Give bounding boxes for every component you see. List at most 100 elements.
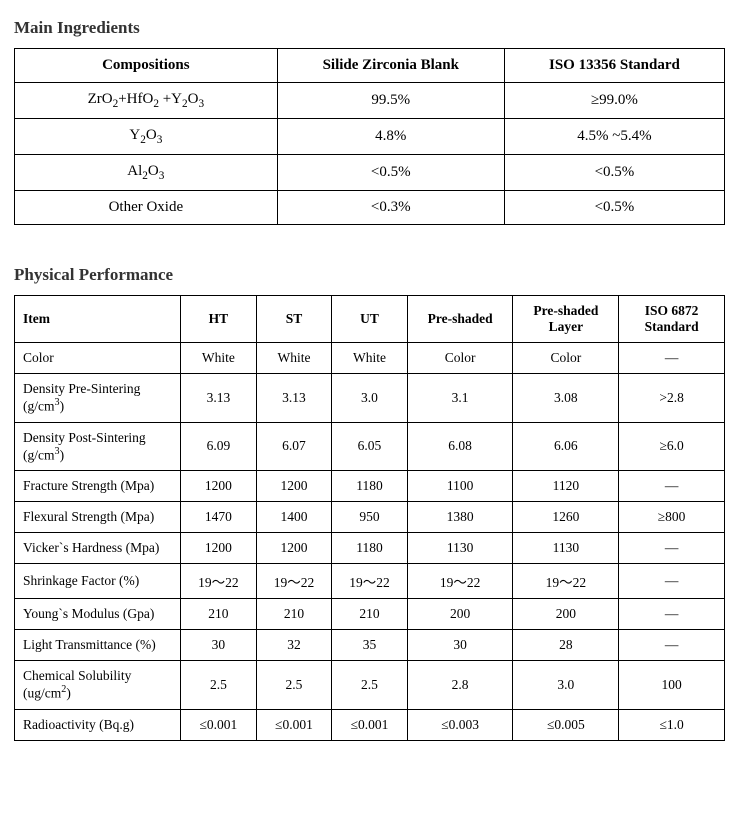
cell-item: Radioactivity (Bq.g) xyxy=(15,709,181,740)
col-preshaded-layer: Pre-shaded Layer xyxy=(513,296,619,343)
cell-silide: <0.3% xyxy=(277,191,504,225)
table-row: Al2O3<0.5%<0.5% xyxy=(15,155,725,191)
cell-ut: ≤0.001 xyxy=(332,709,408,740)
cell-iso: ≤1.0 xyxy=(619,709,725,740)
cell-silide: 99.5% xyxy=(277,83,504,119)
cell-ps: 6.08 xyxy=(407,422,513,471)
table-row: Young`s Modulus (Gpa)210210210200200— xyxy=(15,599,725,630)
cell-ps: 1100 xyxy=(407,471,513,502)
cell-st: 1200 xyxy=(256,471,332,502)
cell-ps: ≤0.003 xyxy=(407,709,513,740)
cell-item: Young`s Modulus (Gpa) xyxy=(15,599,181,630)
cell-iso: ≥99.0% xyxy=(504,83,724,119)
cell-ut: 6.05 xyxy=(332,422,408,471)
cell-ut: 35 xyxy=(332,630,408,661)
table-row: Fracture Strength (Mpa)12001200118011001… xyxy=(15,471,725,502)
cell-psl: 28 xyxy=(513,630,619,661)
cell-iso: ≥6.0 xyxy=(619,422,725,471)
cell-composition: Al2O3 xyxy=(15,155,278,191)
cell-silide: <0.5% xyxy=(277,155,504,191)
cell-psl: 3.0 xyxy=(513,661,619,710)
table-row: Flexural Strength (Mpa)14701400950138012… xyxy=(15,502,725,533)
cell-psl: 200 xyxy=(513,599,619,630)
cell-ht: 1200 xyxy=(181,471,257,502)
table-row: Shrinkage Factor (%)19～2219～2219～2219～22… xyxy=(15,564,725,599)
ingredients-table: Compositions Silide Zirconia Blank ISO 1… xyxy=(14,48,725,225)
cell-psl: 1120 xyxy=(513,471,619,502)
table-row: Radioactivity (Bq.g)≤0.001≤0.001≤0.001≤0… xyxy=(15,709,725,740)
cell-iso: <0.5% xyxy=(504,191,724,225)
cell-iso: — xyxy=(619,471,725,502)
col-ht: HT xyxy=(181,296,257,343)
cell-item: Flexural Strength (Mpa) xyxy=(15,502,181,533)
cell-ut: White xyxy=(332,343,408,374)
table-row: Other Oxide<0.3%<0.5% xyxy=(15,191,725,225)
cell-item: Density Post-Sintering (g/cm3) xyxy=(15,422,181,471)
table-row: ZrO2+HfO2 +Y2O399.5%≥99.0% xyxy=(15,83,725,119)
cell-ht: 6.09 xyxy=(181,422,257,471)
cell-iso: — xyxy=(619,343,725,374)
cell-ut: 3.0 xyxy=(332,374,408,423)
cell-ht: 1200 xyxy=(181,533,257,564)
cell-ht: 210 xyxy=(181,599,257,630)
table-row: Chemical Solubility (ug/cm2)2.52.52.52.8… xyxy=(15,661,725,710)
cell-ht: 2.5 xyxy=(181,661,257,710)
cell-psl: 19～22 xyxy=(513,564,619,599)
main-ingredients-title: Main Ingredients xyxy=(14,18,725,38)
cell-item: Color xyxy=(15,343,181,374)
cell-st: 1400 xyxy=(256,502,332,533)
cell-ps: 2.8 xyxy=(407,661,513,710)
cell-composition: ZrO2+HfO2 +Y2O3 xyxy=(15,83,278,119)
cell-iso: — xyxy=(619,599,725,630)
cell-st: 32 xyxy=(256,630,332,661)
cell-item: Vicker`s Hardness (Mpa) xyxy=(15,533,181,564)
cell-item: Shrinkage Factor (%) xyxy=(15,564,181,599)
table-header-row: Compositions Silide Zirconia Blank ISO 1… xyxy=(15,49,725,83)
cell-ut: 1180 xyxy=(332,471,408,502)
cell-ht: White xyxy=(181,343,257,374)
cell-composition: Other Oxide xyxy=(15,191,278,225)
cell-ps: 1380 xyxy=(407,502,513,533)
col-silide: Silide Zirconia Blank xyxy=(277,49,504,83)
cell-ps: 19～22 xyxy=(407,564,513,599)
cell-iso: — xyxy=(619,533,725,564)
cell-silide: 4.8% xyxy=(277,119,504,155)
col-iso: ISO 13356 Standard xyxy=(504,49,724,83)
cell-ps: Color xyxy=(407,343,513,374)
table-row: ColorWhiteWhiteWhiteColorColor— xyxy=(15,343,725,374)
cell-psl: 6.06 xyxy=(513,422,619,471)
cell-iso: 100 xyxy=(619,661,725,710)
cell-st: 210 xyxy=(256,599,332,630)
cell-ps: 200 xyxy=(407,599,513,630)
cell-ut: 2.5 xyxy=(332,661,408,710)
col-iso6872: ISO 6872 Standard xyxy=(619,296,725,343)
table-row: Y2O34.8%4.5% ~5.4% xyxy=(15,119,725,155)
cell-st: White xyxy=(256,343,332,374)
cell-iso: ≥800 xyxy=(619,502,725,533)
cell-st: 6.07 xyxy=(256,422,332,471)
cell-psl: 3.08 xyxy=(513,374,619,423)
cell-item: Chemical Solubility (ug/cm2) xyxy=(15,661,181,710)
table-row: Density Post-Sintering (g/cm3)6.096.076.… xyxy=(15,422,725,471)
cell-ps: 30 xyxy=(407,630,513,661)
cell-composition: Y2O3 xyxy=(15,119,278,155)
col-compositions: Compositions xyxy=(15,49,278,83)
cell-psl: 1130 xyxy=(513,533,619,564)
cell-psl: 1260 xyxy=(513,502,619,533)
cell-iso: >2.8 xyxy=(619,374,725,423)
table-row: Vicker`s Hardness (Mpa)12001200118011301… xyxy=(15,533,725,564)
col-preshaded: Pre-shaded xyxy=(407,296,513,343)
cell-st: 1200 xyxy=(256,533,332,564)
cell-st: 3.13 xyxy=(256,374,332,423)
cell-st: 19～22 xyxy=(256,564,332,599)
cell-iso: 4.5% ~5.4% xyxy=(504,119,724,155)
cell-iso: — xyxy=(619,630,725,661)
table-row: Light Transmittance (%)3032353028— xyxy=(15,630,725,661)
cell-st: ≤0.001 xyxy=(256,709,332,740)
cell-ps: 3.1 xyxy=(407,374,513,423)
cell-ht: 1470 xyxy=(181,502,257,533)
cell-ut: 1180 xyxy=(332,533,408,564)
cell-item: Fracture Strength (Mpa) xyxy=(15,471,181,502)
cell-ht: ≤0.001 xyxy=(181,709,257,740)
cell-ut: 19～22 xyxy=(332,564,408,599)
